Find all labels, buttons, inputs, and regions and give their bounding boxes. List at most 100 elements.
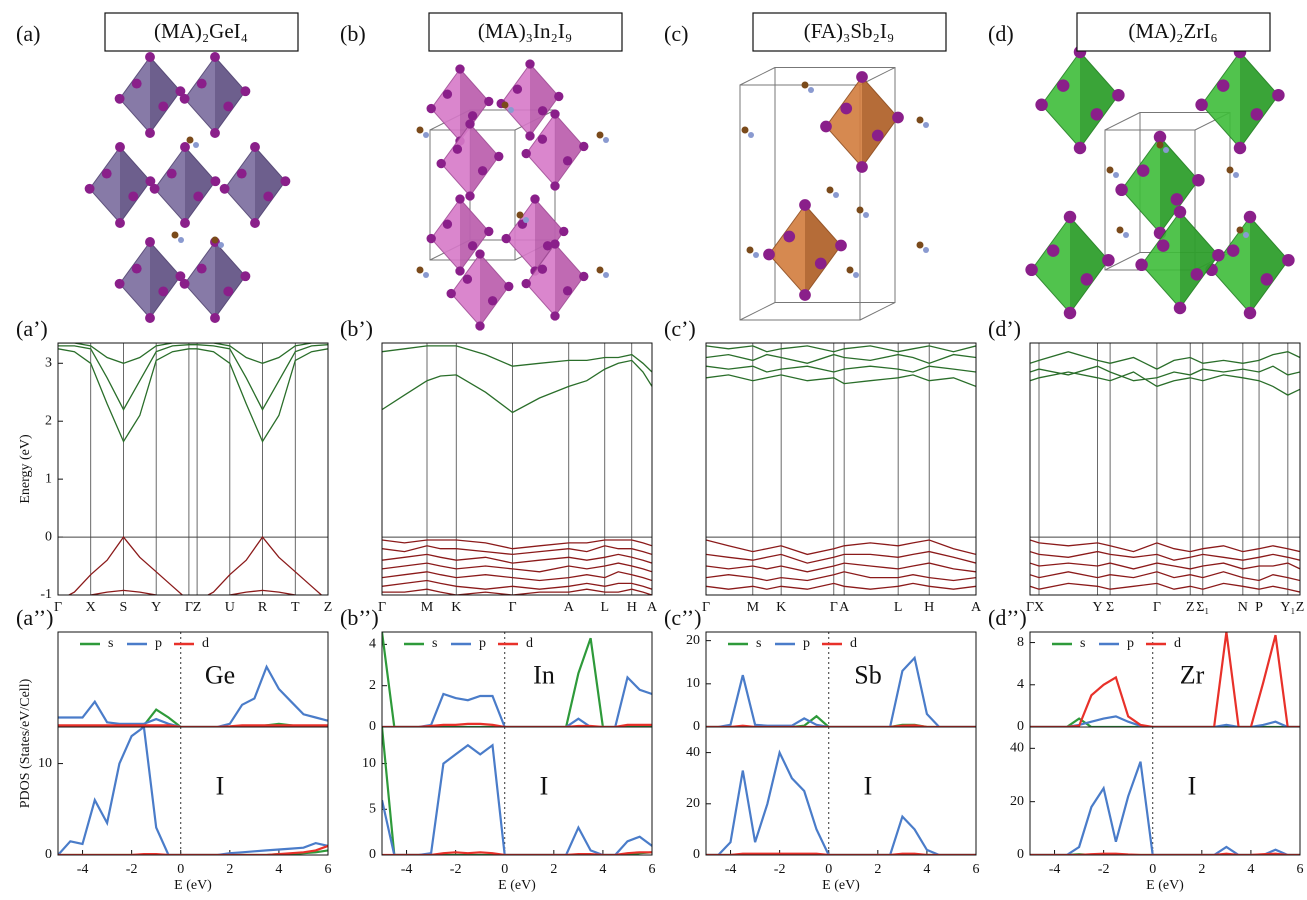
molecule xyxy=(1227,167,1234,174)
molecule xyxy=(502,102,509,109)
atom xyxy=(455,194,464,203)
atom xyxy=(280,176,290,186)
atom xyxy=(145,313,155,323)
band-line xyxy=(706,563,976,572)
octahedron-face xyxy=(862,77,898,167)
x-tick-label: Y₁ xyxy=(1280,600,1295,615)
pdos-line xyxy=(58,667,328,727)
atom xyxy=(488,296,497,305)
atom xyxy=(427,104,436,113)
octahedron-face xyxy=(185,147,215,223)
x-tick-label: -4 xyxy=(77,862,89,877)
element-label: I xyxy=(1188,771,1197,800)
atom xyxy=(550,239,559,248)
atom xyxy=(563,156,572,165)
atom xyxy=(180,218,190,228)
molecule xyxy=(193,142,199,148)
pdos-line xyxy=(382,745,652,855)
molecule xyxy=(178,237,184,243)
atom xyxy=(475,321,484,330)
atom xyxy=(210,176,220,186)
x-tick-label: Γ xyxy=(830,600,838,615)
x-axis-label: E (eV) xyxy=(174,878,212,893)
molecule xyxy=(1237,227,1244,234)
molecule xyxy=(603,137,609,143)
x-tick-label: X xyxy=(1034,600,1044,615)
atom xyxy=(1244,307,1256,319)
x-tick-label: A xyxy=(971,600,982,615)
atom xyxy=(180,142,190,152)
molecule xyxy=(417,127,424,134)
band-line xyxy=(706,572,976,581)
x-tick-label: 2 xyxy=(226,862,233,877)
pdos-line xyxy=(706,753,976,855)
atom xyxy=(1047,244,1059,256)
x-tick-label: -4 xyxy=(1049,862,1061,877)
atom xyxy=(1154,131,1166,143)
atom xyxy=(856,161,868,173)
molecule xyxy=(1113,172,1119,178)
atom xyxy=(115,279,125,289)
y-tick-label: 8 xyxy=(1017,635,1024,650)
x-tick-label: 6 xyxy=(973,862,980,877)
atom xyxy=(554,92,563,101)
atom xyxy=(1217,79,1229,91)
atom xyxy=(559,227,568,236)
atom xyxy=(443,90,452,99)
x-tick-label: Γ xyxy=(54,600,62,615)
y-tick-label: 5 xyxy=(369,802,376,817)
atom xyxy=(1272,89,1284,101)
atom xyxy=(132,79,142,89)
x-tick-label: Γ xyxy=(702,600,710,615)
y-tick-label: 20 xyxy=(686,796,700,811)
plot-frame xyxy=(58,343,328,595)
atom xyxy=(1064,307,1076,319)
atom xyxy=(525,131,534,140)
plot-frame xyxy=(382,343,652,595)
panel-label: (b) xyxy=(340,21,366,46)
atom xyxy=(763,249,775,261)
atom xyxy=(1115,184,1127,196)
panel-label: (a) xyxy=(16,21,40,46)
x-tick-label: H xyxy=(924,600,934,615)
molecule xyxy=(603,272,609,278)
pdos-line xyxy=(1030,762,1300,855)
panel-title: (FA)₃Sb₂I₉ xyxy=(804,19,894,43)
chart-label: (b’) xyxy=(340,316,373,341)
band-line xyxy=(58,345,328,410)
atom xyxy=(563,286,572,295)
x-tick-label: Z xyxy=(1186,600,1195,615)
atom xyxy=(856,71,868,83)
x-tick-label: 0 xyxy=(501,862,508,877)
atom xyxy=(550,181,559,190)
x-tick-label: X xyxy=(86,600,96,615)
molecule xyxy=(517,212,524,219)
atom xyxy=(250,218,260,228)
x-tick-label: Y xyxy=(1092,600,1102,615)
y-tick-label: 40 xyxy=(686,745,700,760)
molecule xyxy=(423,272,429,278)
molecule xyxy=(1243,232,1249,238)
cell-edge xyxy=(740,303,775,321)
molecule xyxy=(1157,142,1164,149)
x-tick-label: -2 xyxy=(1098,862,1110,877)
octahedron-face xyxy=(470,124,499,196)
panel-title: (MA)₂GeI₄ xyxy=(154,19,248,43)
x-tick-label: R xyxy=(258,600,268,615)
atom xyxy=(468,111,477,120)
octahedron-face xyxy=(1250,217,1288,313)
element-label: I xyxy=(540,771,549,800)
atom xyxy=(465,191,474,200)
plot-frame xyxy=(706,343,976,595)
band-line xyxy=(382,546,652,555)
x-tick-label: -2 xyxy=(774,862,786,877)
molecule xyxy=(597,132,604,139)
x-tick-label: M xyxy=(421,600,434,615)
x-tick-label: -2 xyxy=(450,862,462,877)
panel-label: (c) xyxy=(664,21,688,46)
x-tick-label: Σ xyxy=(1106,600,1114,615)
atom xyxy=(455,266,464,275)
atom xyxy=(132,264,142,274)
band-line xyxy=(706,375,976,387)
atom xyxy=(85,184,95,194)
